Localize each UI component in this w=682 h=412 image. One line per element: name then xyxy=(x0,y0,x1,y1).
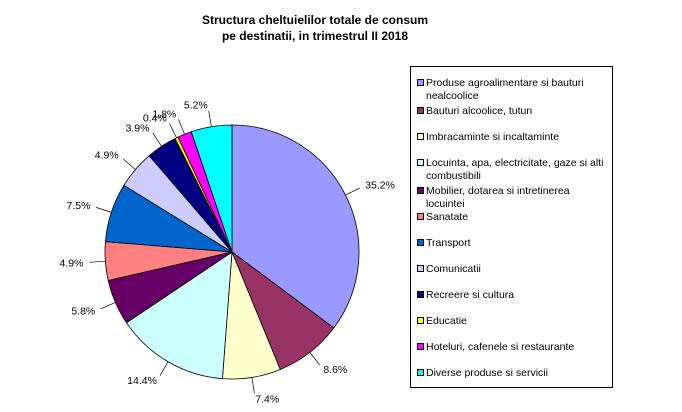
legend-swatch xyxy=(417,79,424,86)
legend-swatch xyxy=(417,107,424,114)
leader-line xyxy=(208,110,212,127)
legend-swatch xyxy=(417,265,424,272)
legend-label: Produse agroalimentare si bauturi nealco… xyxy=(426,77,584,102)
legend-item: Hoteluri, cafenele si restaurante xyxy=(417,341,609,354)
chart-subtitle: pe destinatii, in trimestrul II 2018 xyxy=(221,29,409,43)
data-label: 0.4% xyxy=(143,112,167,124)
leader-line xyxy=(89,260,106,263)
legend-item: Comunicatii xyxy=(417,263,609,276)
legend-swatch xyxy=(417,133,424,140)
leader-line xyxy=(100,302,116,310)
legend-label: Transport xyxy=(426,237,471,249)
pie-slices xyxy=(104,124,360,380)
pie-slice xyxy=(231,124,360,329)
legend-label: Bauturi alcoolice, tutun xyxy=(426,105,533,117)
legend-item: Locuinta, apa, electricitate, gaze si al… xyxy=(417,157,609,183)
legend-item: Bauturi alcoolice, tutun xyxy=(417,105,609,118)
data-label: 4.9% xyxy=(95,150,119,162)
data-label: 14.4% xyxy=(127,375,157,387)
pie-slice xyxy=(190,124,233,253)
leader-lines xyxy=(89,110,360,394)
legend-item: Recreere si cultura xyxy=(417,289,609,302)
data-label: 5.8% xyxy=(71,306,95,318)
legend-label: Educatie xyxy=(426,315,467,327)
legend-swatch xyxy=(417,187,424,194)
data-labels: 35.2% 8.6% 7.4% 14.4% 5.8% 4.9% 7.5% 4.9% 3.9%0.… xyxy=(59,99,395,405)
leader-line xyxy=(309,352,320,366)
data-label: 7.5% xyxy=(67,200,91,212)
legend-swatch xyxy=(417,159,424,166)
data-label: 5.2% xyxy=(184,99,208,111)
legend-item: Transport xyxy=(417,237,609,250)
legend-label: Sanatate xyxy=(426,211,469,223)
leader-line xyxy=(178,119,185,135)
legend-swatch xyxy=(417,239,424,246)
legend-swatch xyxy=(417,369,424,376)
legend-label: Mobilier, dotarea si intretinerea locuin… xyxy=(426,185,570,210)
pie-slice xyxy=(125,251,233,380)
data-label: 7.4% xyxy=(255,394,279,406)
legend-label: Hoteluri, cafenele si restaurante xyxy=(426,341,575,353)
data-label: 1.8% xyxy=(152,108,176,120)
legend-swatch xyxy=(417,343,424,350)
legend-label: Diverse produse si servicii xyxy=(426,367,548,379)
legend-item: Produse agroalimentare si bauturi nealco… xyxy=(417,77,609,103)
data-label: 35.2% xyxy=(365,180,395,192)
data-label: 8.6% xyxy=(323,364,347,376)
chart-title: Structura cheltuielilor totale de consum… xyxy=(160,12,470,44)
legend-item: Educatie xyxy=(417,315,609,328)
legend-item: Imbracaminte si incaltaminte xyxy=(417,131,609,144)
legend-label: Imbracaminte si incaltaminte xyxy=(426,131,560,143)
leader-line xyxy=(251,377,255,394)
leader-line xyxy=(96,207,112,213)
leader-line xyxy=(123,158,136,170)
legend-swatch xyxy=(417,213,424,220)
legend: Produse agroalimentare si bauturi nealco… xyxy=(410,66,613,388)
leader-line xyxy=(345,187,360,196)
legend-label: Recreere si cultura xyxy=(426,289,515,301)
chart-title-line1: Structura cheltuielilor totale de consum xyxy=(201,13,429,27)
legend-item: Sanatate xyxy=(417,211,609,224)
legend-label: Comunicatii xyxy=(426,263,481,275)
data-label: 4.9% xyxy=(59,257,83,269)
legend-item: Mobilier, dotarea si intretinerea locuin… xyxy=(417,185,609,211)
legend-item: Diverse produse si servicii xyxy=(417,367,609,380)
leader-line xyxy=(169,123,177,138)
data-label: 3.9% xyxy=(125,122,149,134)
legend-swatch xyxy=(417,291,424,298)
legend-swatch xyxy=(417,317,424,324)
legend-label: Locuinta, apa, electricitate, gaze si al… xyxy=(426,157,604,182)
leader-line xyxy=(159,361,169,376)
leader-line xyxy=(152,132,162,147)
